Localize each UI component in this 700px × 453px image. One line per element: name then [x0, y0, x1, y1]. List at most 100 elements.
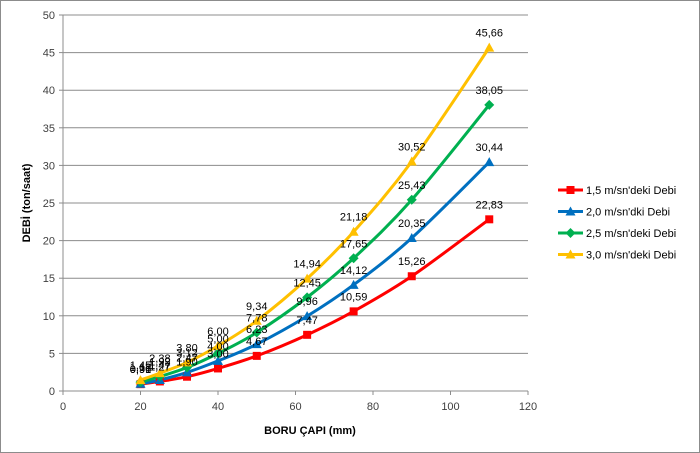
data-point: [484, 42, 495, 52]
y-tick-label: 25: [43, 198, 55, 210]
data-label: 22,83: [475, 199, 503, 211]
data-label: 4,00: [207, 341, 228, 353]
legend-item: 2,5 m/sn'deki Debi: [558, 228, 676, 240]
data-point: [214, 364, 222, 373]
data-label: 21,18: [340, 212, 368, 224]
data-point: [183, 372, 191, 381]
legend-item: 2,0 m/sn'dki Debi: [558, 206, 670, 219]
data-label: 4,67: [246, 336, 267, 348]
data-label: 17,65: [340, 238, 368, 250]
y-axis-title: DEBİ (ton/saat): [20, 163, 33, 242]
data-label: 2,38: [149, 353, 170, 365]
legend: 1,5 m/sn'deki Debi 2,0 m/sn'dki Debi 2,5 m…: [558, 185, 676, 262]
data-point: [303, 330, 312, 339]
data-point: [302, 311, 313, 321]
data-point: [406, 156, 417, 166]
data-label: 6,00: [207, 326, 228, 338]
gridlines: [63, 14, 528, 354]
data-label: 3,12: [176, 348, 197, 360]
y-tick-label: 35: [43, 123, 55, 135]
data-label: 12,45: [293, 277, 321, 289]
data-point: [213, 340, 223, 350]
data-label: 0,91: [130, 364, 151, 376]
data-label: 0,96: [130, 364, 151, 376]
data-label: 3,80: [176, 342, 197, 354]
legend-label: 1,5 m/sn'deki Debi: [586, 185, 676, 197]
data-label: 1,45: [130, 360, 151, 372]
data-point: [251, 327, 262, 338]
x-tick-labels: 0 20 40 60 80 100 120: [60, 401, 537, 413]
data-point: [252, 351, 261, 360]
data-point: [349, 307, 358, 316]
data-label: 7,47: [296, 315, 317, 327]
x-tick-label: 0: [60, 401, 66, 413]
legend-item: 3,0 m/sn'deki Debi: [558, 249, 676, 262]
data-point: [213, 348, 223, 359]
axes: [59, 14, 529, 395]
data-label: 38,05: [475, 85, 503, 97]
data-label: 30,44: [475, 142, 503, 154]
data-label: 1,47: [149, 360, 170, 372]
legend-item: 1,5 m/sn'deki Debi: [558, 185, 676, 197]
y-tick-label: 40: [43, 85, 55, 97]
y-tick-label: 10: [43, 311, 55, 323]
y-tick-label: 45: [43, 48, 55, 60]
x-axis-title: BORU ÇAPI (mm): [264, 425, 356, 437]
data-label: 1,18: [130, 362, 151, 374]
legend-label: 2,0 m/sn'dki Debi: [586, 207, 670, 219]
data-point: [182, 357, 192, 367]
data-point: [484, 157, 495, 167]
data-label: 25,43: [398, 180, 426, 192]
data-label: 6,23: [246, 324, 267, 336]
data-labels: 0,911,27 1,90 3,00 4,67 7,47 10,59 15,26 22,83 0…: [130, 28, 503, 377]
data-label: 14,94: [293, 259, 321, 271]
x-tick-label: 20: [134, 401, 146, 413]
legend-label: 3,0 m/sn'deki Debi: [586, 250, 676, 262]
data-point: [407, 272, 416, 281]
y-tick-label: 15: [43, 273, 55, 285]
data-point: [213, 355, 223, 365]
legend-marker: [565, 206, 576, 216]
data-point: [485, 215, 494, 224]
x-tick-label: 60: [289, 401, 301, 413]
data-label: 5,00: [207, 333, 228, 345]
data-label: 45,66: [475, 28, 503, 40]
data-point: [251, 315, 262, 325]
data-point: [406, 194, 417, 205]
data-label: 15,26: [398, 256, 426, 268]
data-point: [251, 339, 262, 349]
series-lines: [139, 46, 491, 386]
series-markers: [135, 42, 495, 389]
data-label: 9,96: [296, 296, 317, 308]
legend-label: 2,5 m/sn'deki Debi: [586, 228, 676, 240]
x-tick-label: 100: [441, 401, 459, 413]
data-label: 7,78: [246, 312, 267, 324]
data-label: 14,12: [340, 265, 368, 277]
data-point: [484, 99, 495, 110]
y-tick-label: 50: [43, 10, 55, 22]
series-line-2: [140, 103, 491, 384]
legend-marker: [565, 228, 576, 238]
legend-marker: [565, 249, 576, 259]
data-label: 10,59: [340, 291, 368, 303]
x-tick-label: 80: [367, 401, 379, 413]
data-point: [302, 273, 313, 283]
data-label: 2,47: [176, 352, 197, 364]
x-tick-label: 120: [519, 401, 537, 413]
data-point: [135, 375, 146, 385]
data-point: [348, 279, 359, 289]
y-tick-labels: 0 5 10 15 20 25 30 35 40 45 50: [43, 10, 55, 398]
data-label: 1,92: [149, 357, 170, 369]
y-tick-label: 30: [43, 160, 55, 172]
data-label: 9,34: [246, 301, 267, 313]
data-point: [406, 232, 417, 242]
y-tick-label: 0: [49, 386, 55, 398]
data-label: 3,00: [207, 348, 228, 360]
data-point: [348, 226, 359, 236]
data-point: [154, 368, 165, 378]
data-label: 30,52: [398, 141, 426, 153]
data-label: 20,35: [398, 218, 426, 230]
y-tick-label: 5: [49, 348, 55, 360]
